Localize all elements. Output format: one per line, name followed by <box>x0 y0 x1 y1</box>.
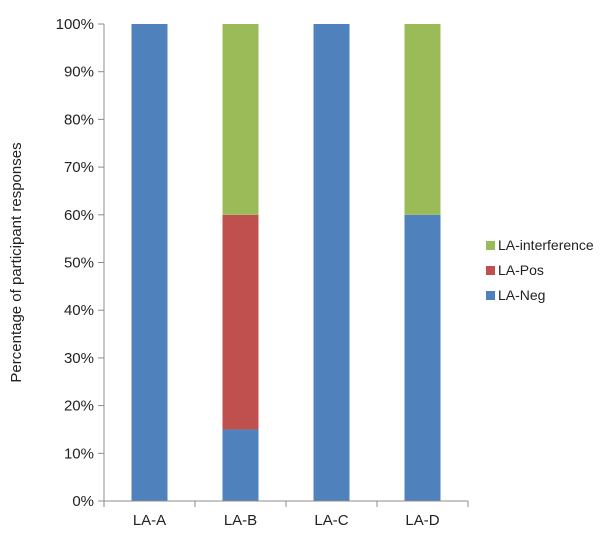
y-tick-label: 30% <box>64 350 94 367</box>
bar-segment-la-interference-la-d <box>404 24 441 215</box>
legend-swatch <box>486 266 495 275</box>
y-tick-label: 100% <box>56 16 94 33</box>
y-tick-label: 40% <box>64 302 94 319</box>
bar-segment-la-interference-la-b <box>222 24 259 215</box>
legend: LA-interference LA-Pos LA-Neg <box>486 237 594 303</box>
x-category-label: LA-B <box>224 512 257 529</box>
x-category-label: LA-C <box>314 512 348 529</box>
y-tick-label: 50% <box>64 255 94 272</box>
x-axis-ticks: LA-A LA-B LA-C LA-D <box>103 501 469 529</box>
legend-swatch <box>486 241 495 250</box>
legend-swatch <box>486 291 495 300</box>
y-tick-label: 60% <box>64 207 94 224</box>
bar-segment-la-neg-la-d <box>404 214 441 502</box>
bar-segment-la-neg-la-a <box>131 24 168 501</box>
y-tick-label: 20% <box>64 398 94 415</box>
y-axis-label: Percentage of participant responses <box>8 142 25 382</box>
legend-label: LA-Pos <box>498 262 544 278</box>
bars <box>131 24 441 502</box>
x-category-label: LA-D <box>405 512 439 529</box>
x-category-label: LA-A <box>133 512 166 529</box>
y-axis-ticks: 0% 10% 20% 30% 40% 50% 60% 70% 80% 90% 100% <box>56 16 105 510</box>
legend-label: LA-interference <box>498 237 594 253</box>
y-tick-label: 0% <box>72 493 94 510</box>
bar-segment-la-neg-la-c <box>313 24 350 501</box>
y-tick-label: 70% <box>64 159 94 176</box>
y-tick-label: 10% <box>64 445 94 462</box>
y-tick-label: 80% <box>64 111 94 128</box>
legend-label: LA-Neg <box>498 287 545 303</box>
bar-segment-la-pos-la-b <box>222 214 259 430</box>
bar-segment-la-neg-la-b <box>222 429 259 501</box>
y-tick-label: 90% <box>64 64 94 81</box>
